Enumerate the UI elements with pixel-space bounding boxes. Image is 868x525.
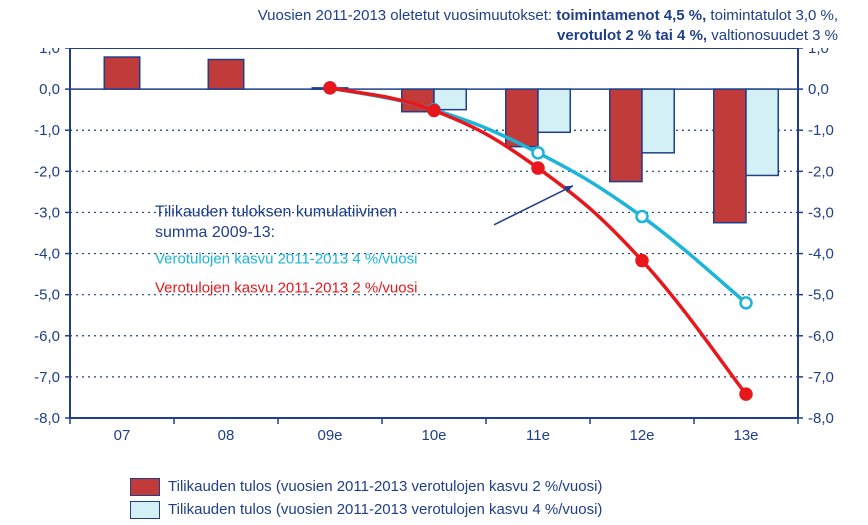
svg-text:10e: 10e: [421, 427, 446, 444]
svg-text:-8,0: -8,0: [808, 410, 834, 427]
svg-text:-6,0: -6,0: [34, 328, 60, 345]
svg-text:12e: 12e: [629, 427, 654, 444]
header-prefix: Vuosien 2011-2013 oletetut vuosimuutokse…: [258, 7, 557, 24]
svg-text:0,0: 0,0: [39, 81, 60, 98]
legend-label-red: Tilikauden tulos (vuosien 2011-2013 vero…: [168, 476, 602, 499]
header-suffix1: toimintatulot 3,0 %,: [706, 7, 838, 24]
chart-container: Vuosien 2011-2013 oletetut vuosimuutokse…: [0, 0, 868, 525]
svg-text:11e: 11e: [526, 427, 550, 444]
svg-text:-2,0: -2,0: [808, 163, 834, 180]
svg-text:-3,0: -3,0: [34, 204, 60, 221]
svg-text:1,0: 1,0: [808, 48, 829, 57]
svg-text:1,0: 1,0: [39, 48, 60, 57]
svg-text:-6,0: -6,0: [808, 328, 834, 345]
svg-text:-7,0: -7,0: [808, 369, 834, 386]
legend-row-cyan: Tilikauden tulos (vuosien 2011-2013 vero…: [130, 499, 602, 522]
svg-text:08: 08: [218, 427, 235, 444]
svg-text:-1,0: -1,0: [34, 122, 60, 139]
chart-header: Vuosien 2011-2013 oletetut vuosimuutokse…: [258, 6, 838, 45]
svg-text:-4,0: -4,0: [34, 246, 60, 263]
header-bold2: verotulot 2 % tai 4 %,: [557, 27, 707, 44]
svg-text:-4,0: -4,0: [808, 246, 834, 263]
svg-text:09e: 09e: [317, 427, 342, 444]
svg-text:-8,0: -8,0: [34, 410, 60, 427]
svg-text:13e: 13e: [733, 427, 758, 444]
svg-text:Tilikauden tuloksen kumulatiiv: Tilikauden tuloksen kumulatiivinen: [155, 203, 397, 220]
svg-text:summa 2009-13:: summa 2009-13:: [155, 224, 275, 241]
legend: Tilikauden tulos (vuosien 2011-2013 vero…: [130, 476, 602, 521]
svg-text:-3,0: -3,0: [808, 204, 834, 221]
svg-text:-7,0: -7,0: [34, 369, 60, 386]
svg-text:-5,0: -5,0: [808, 287, 834, 304]
svg-text:Verotulojen kasvu 2011-2013 4: Verotulojen kasvu 2011-2013 4 %/vuosi: [155, 251, 417, 268]
svg-text:-2,0: -2,0: [34, 163, 60, 180]
svg-text:-1,0: -1,0: [808, 122, 834, 139]
chart-svg: 1,0 1,0 0,0 0,0 -1,0 -1,0 -2,0 -2,0 -3,0 -3,0 -4,0…: [0, 48, 868, 468]
svg-text:-5,0: -5,0: [34, 287, 60, 304]
legend-label-cyan: Tilikauden tulos (vuosien 2011-2013 vero…: [168, 499, 602, 522]
legend-swatch-red: [130, 478, 160, 496]
legend-row-red: Tilikauden tulos (vuosien 2011-2013 vero…: [130, 476, 602, 499]
svg-text:Verotulojen kasvu 2011-2013 2: Verotulojen kasvu 2011-2013 2 %/vuosi: [155, 280, 417, 297]
header-bold1: toimintamenot 4,5 %,: [556, 7, 706, 24]
header-suffix2: valtionosuudet 3 %: [707, 27, 838, 44]
legend-swatch-cyan: [130, 501, 160, 519]
svg-text:0,0: 0,0: [808, 81, 829, 98]
svg-text:07: 07: [114, 427, 131, 444]
